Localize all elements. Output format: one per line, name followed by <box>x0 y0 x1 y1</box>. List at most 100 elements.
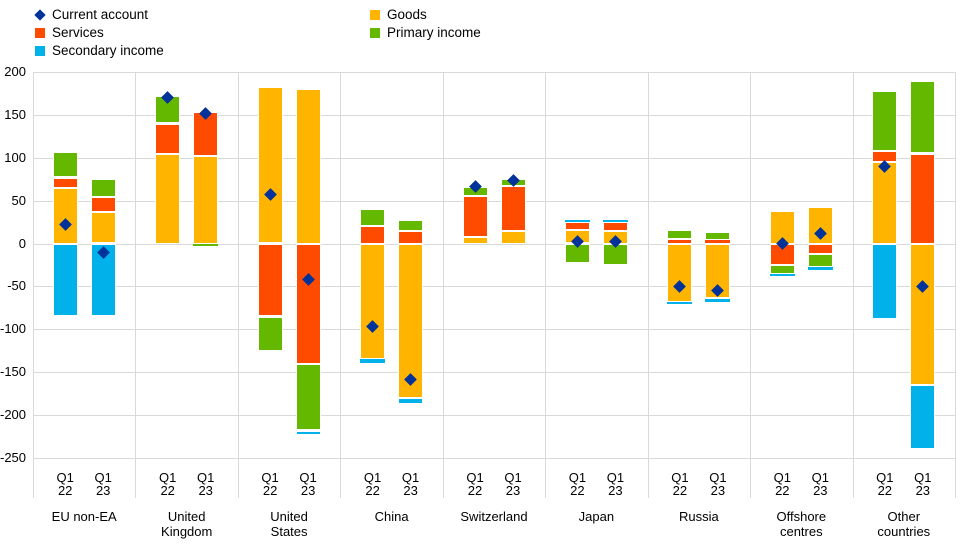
bar-segment-primary_income <box>257 316 283 351</box>
bar-segment-secondary_income <box>52 243 78 317</box>
legend-label-current-account: Current account <box>52 7 149 22</box>
category-separator <box>955 72 956 498</box>
bar-segment-primary_income <box>769 265 795 274</box>
bar-segment-services <box>398 230 424 244</box>
bar-segment-goods <box>360 243 386 360</box>
legend-item-primary-income: Primary income <box>370 25 481 40</box>
bar-period-label: Q1 22 <box>363 470 382 498</box>
bar-segment-primary_income <box>910 80 936 154</box>
gridline <box>33 372 955 374</box>
bar-period-label: Q1 22 <box>876 470 894 498</box>
bar-segment-secondary_income <box>295 430 321 435</box>
bar-segment-primary_income <box>193 243 219 247</box>
group-label: United States <box>270 509 308 539</box>
bar-period-label: Q1 23 <box>401 470 420 498</box>
bar-segment-goods <box>910 243 936 386</box>
category-separator <box>340 72 342 498</box>
bar-segment-goods <box>257 87 283 244</box>
legend-label-services: Services <box>52 25 104 40</box>
category-separator <box>33 72 34 498</box>
bar-segment-services <box>257 243 283 317</box>
legend-label-primary-income: Primary income <box>387 25 481 40</box>
bar-segment-secondary_income <box>398 398 424 404</box>
bar-segment-secondary_income <box>667 301 693 304</box>
bar-segment-primary_income <box>90 179 116 198</box>
bar-segment-goods <box>462 236 488 244</box>
bar-segment-services <box>193 112 219 156</box>
bar-period-label: Q1 23 <box>197 470 215 498</box>
category-separator <box>545 72 547 498</box>
legend-item-current-account: Current account <box>34 7 149 22</box>
group-label: Russia <box>679 509 719 524</box>
y-axis-tick-label: -100 <box>0 321 27 337</box>
category-separator <box>237 72 239 498</box>
bar-period-label: Q1 23 <box>606 470 625 498</box>
legend-item-goods: Goods <box>370 7 427 22</box>
bar-period-label: Q1 23 <box>504 470 522 498</box>
bar-segment-goods <box>52 187 78 244</box>
group-label: Japan <box>578 509 615 524</box>
bar-segment-primary_income <box>705 232 731 241</box>
bar-segment-services <box>500 186 526 231</box>
bar-segment-goods <box>295 89 321 244</box>
bar-segment-services <box>52 177 78 188</box>
bar-segment-secondary_income <box>769 273 795 277</box>
bar-segment-primary_income <box>398 220 424 231</box>
group-label: China <box>374 509 409 524</box>
bar-segment-secondary_income <box>910 385 936 450</box>
secondary-income-swatch-icon <box>35 45 45 56</box>
y-axis-tick-label: -200 <box>0 407 27 423</box>
legend-label-goods: Goods <box>387 7 427 22</box>
bar-segment-services <box>360 226 386 244</box>
bar-segment-goods <box>155 153 181 244</box>
bar-segment-goods <box>872 162 898 244</box>
bar-segment-services <box>90 197 116 212</box>
bar-segment-primary_income <box>807 253 833 267</box>
y-axis-tick-label: -150 <box>0 364 27 380</box>
bar-segment-goods <box>667 243 693 302</box>
bar-segment-secondary_income <box>807 266 833 271</box>
category-separator <box>750 72 752 498</box>
y-axis-tick-label: 200 <box>4 64 26 79</box>
bar-segment-services <box>155 123 181 154</box>
gridline <box>33 243 955 245</box>
gridline <box>33 286 955 288</box>
category-separator <box>852 72 854 498</box>
legend-label-secondary-income: Secondary income <box>52 43 164 58</box>
y-axis-tick-label: 50 <box>11 192 26 208</box>
goods-swatch-icon <box>370 9 380 20</box>
y-axis-tick-label: 100 <box>4 149 26 165</box>
legend-item-secondary-income: Secondary income <box>35 43 164 58</box>
bar-period-label: Q1 23 <box>914 470 932 498</box>
gridline <box>33 114 955 116</box>
bar-segment-goods <box>193 156 219 244</box>
group-label: Other countries <box>877 509 931 539</box>
y-axis-tick-label: 0 <box>18 235 26 251</box>
gridline <box>33 458 955 459</box>
category-separator <box>135 72 137 498</box>
bar-period-label: Q1 22 <box>159 470 177 498</box>
bar-segment-services <box>462 196 488 237</box>
y-axis-tick-label: -250 <box>0 450 27 465</box>
bar-period-label: Q1 23 <box>811 470 829 498</box>
bar-segment-secondary_income <box>602 219 628 223</box>
primary-income-swatch-icon <box>370 27 380 38</box>
group-label: EU non-EA <box>51 509 117 524</box>
y-axis-tick-label: -50 <box>7 278 26 294</box>
gridline <box>33 415 955 417</box>
group-label: Switzerland <box>460 509 528 524</box>
legend-item-services: Services <box>35 25 104 40</box>
bar-segment-primary_income <box>872 90 898 151</box>
bar-segment-services <box>807 243 833 254</box>
bar-segment-primary_income <box>52 151 78 178</box>
bar-segment-services <box>295 243 321 364</box>
bar-segment-goods <box>90 211 116 244</box>
gridline <box>33 157 955 159</box>
bar-period-label: Q1 23 <box>299 470 317 498</box>
bar-segment-services <box>667 239 693 244</box>
bar-segment-goods <box>398 243 424 398</box>
bar-segment-services <box>705 240 731 244</box>
bar-segment-services <box>564 222 590 230</box>
services-swatch-icon <box>35 27 45 38</box>
bar-period-label: Q1 22 <box>568 470 587 498</box>
